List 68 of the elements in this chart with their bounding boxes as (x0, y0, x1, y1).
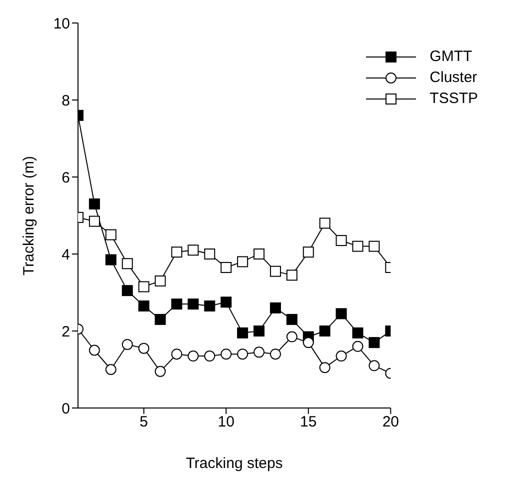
point (105, 364, 116, 375)
point (138, 342, 150, 354)
point (237, 256, 248, 268)
x-tick-label: 20 (382, 414, 399, 431)
point (188, 350, 199, 362)
point (220, 296, 232, 308)
point (336, 350, 347, 362)
legend-label: TSSTP (430, 90, 478, 107)
point (122, 338, 133, 350)
point (368, 240, 380, 252)
point (286, 331, 298, 342)
point (352, 340, 364, 352)
point (188, 298, 199, 310)
point (368, 337, 380, 348)
legend-label: GMTT (430, 48, 472, 65)
point (302, 337, 314, 348)
point (254, 346, 265, 358)
point (237, 327, 248, 338)
point (336, 235, 347, 246)
point (154, 366, 166, 377)
point (286, 270, 298, 281)
point (319, 326, 330, 336)
point (154, 275, 166, 286)
point (122, 258, 133, 270)
point (270, 348, 281, 360)
point (88, 198, 100, 210)
y-tick-label: 2 (62, 323, 70, 340)
point (105, 229, 116, 240)
point (352, 240, 364, 252)
point (237, 348, 248, 360)
point (88, 216, 100, 227)
point (138, 300, 150, 312)
point (336, 308, 347, 320)
point (171, 246, 182, 258)
point (270, 266, 281, 277)
point (286, 314, 298, 325)
point (138, 281, 150, 292)
legend-label: Cluster (430, 69, 478, 86)
point (352, 327, 364, 338)
point (368, 360, 380, 372)
y-tick-label: 8 (62, 92, 70, 110)
point (302, 246, 314, 258)
y-tick-label: 10 (53, 15, 70, 32)
y-tick-label: 4 (62, 246, 70, 264)
point (204, 350, 216, 362)
point (188, 244, 199, 256)
point (105, 254, 116, 266)
point (319, 362, 330, 374)
point (154, 314, 166, 325)
point (254, 326, 265, 336)
y-axis-title: Tracking error (m) (20, 156, 38, 276)
x-axis-title: Tracking steps (186, 455, 283, 472)
point (254, 248, 265, 260)
point (319, 218, 330, 229)
y-tick-label: 0 (62, 400, 70, 418)
point (220, 262, 232, 273)
point (220, 348, 232, 360)
x-tick-label: 15 (300, 414, 317, 431)
point (171, 348, 182, 360)
point (270, 302, 281, 314)
point (88, 344, 100, 356)
x-tick-label: 5 (140, 414, 148, 431)
y-tick-label: 6 (62, 169, 70, 186)
x-tick-label: 10 (218, 414, 234, 431)
point (204, 248, 216, 260)
point (171, 298, 182, 310)
point (122, 285, 133, 296)
point (204, 300, 216, 312)
